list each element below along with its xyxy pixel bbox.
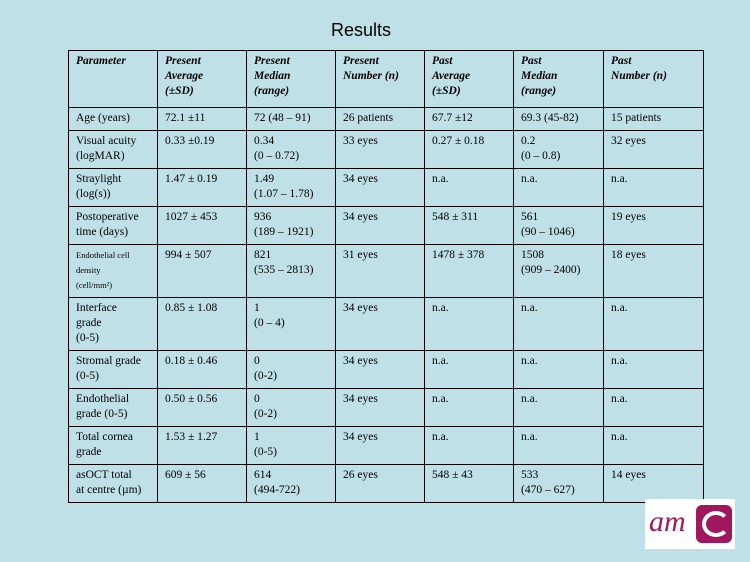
table-cell: 821 (535 – 2813) bbox=[246, 244, 336, 298]
table-cell: Endothelial grade (0-5) bbox=[68, 388, 158, 427]
table-cell: n.a. bbox=[424, 168, 514, 207]
table-cell: 34 eyes bbox=[335, 206, 425, 245]
table-cell: 0 (0-2) bbox=[246, 350, 336, 389]
table-cell: n.a. bbox=[513, 426, 604, 465]
logo-text: am bbox=[649, 505, 686, 538]
table-cell: n.a. bbox=[603, 388, 704, 427]
table-cell: 34 eyes bbox=[335, 297, 425, 351]
table-cell: n.a. bbox=[424, 388, 514, 427]
table-cell: 69.3 (45-82) bbox=[513, 107, 604, 131]
table-cell: 0.18 ± 0.46 bbox=[157, 350, 247, 389]
table-cell: Visual acuity (logMAR) bbox=[68, 130, 158, 169]
table-cell: 0.50 ± 0.56 bbox=[157, 388, 247, 427]
table-cell: n.a. bbox=[513, 297, 604, 351]
table-row: Stromal grade (0-5) 0.18 ± 0.46 0 (0-2) … bbox=[68, 350, 704, 389]
table-cell: 1 (0-5) bbox=[246, 426, 336, 465]
table-cell: 1.53 ± 1.27 bbox=[157, 426, 247, 465]
table-cell: 548 ± 311 bbox=[424, 206, 514, 245]
table-cell: 0.2 (0 – 0.8) bbox=[513, 130, 604, 169]
table-cell: 1.49 (1.07 – 1.78) bbox=[246, 168, 336, 207]
table-row: Endothelial cell density (cell/mm²) 994 … bbox=[68, 244, 704, 298]
table-cell: Stromal grade (0-5) bbox=[68, 350, 158, 389]
table-cell: n.a. bbox=[513, 388, 604, 427]
table-cell: 0.34 (0 – 0.72) bbox=[246, 130, 336, 169]
header-past-median: Past Median (range) bbox=[513, 50, 604, 108]
table-row: Visual acuity (logMAR) 0.33 ±0.19 0.34 (… bbox=[68, 130, 704, 169]
table-cell: 0 (0-2) bbox=[246, 388, 336, 427]
table-cell: Endothelial cell density (cell/mm²) bbox=[68, 244, 158, 298]
amc-logo: am bbox=[645, 499, 735, 549]
table-cell: 26 eyes bbox=[335, 464, 425, 503]
table-cell: 34 eyes bbox=[335, 168, 425, 207]
table-cell: 0.85 ± 1.08 bbox=[157, 297, 247, 351]
table-cell: asOCT total at centre (µm) bbox=[68, 464, 158, 503]
table-cell: 72.1 ±11 bbox=[157, 107, 247, 131]
header-past-average: Past Average (±SD) bbox=[424, 50, 514, 108]
table-cell: 548 ± 43 bbox=[424, 464, 514, 503]
table-cell: 15 patients bbox=[603, 107, 704, 131]
results-table: Parameter Present Average (±SD) Present … bbox=[68, 50, 704, 503]
table-cell: 1027 ± 453 bbox=[157, 206, 247, 245]
table-cell: Postoperative time (days) bbox=[68, 206, 158, 245]
table-cell: 609 ± 56 bbox=[157, 464, 247, 503]
table-cell: 32 eyes bbox=[603, 130, 704, 169]
table-cell: 533 (470 – 627) bbox=[513, 464, 604, 503]
table-cell: 72 (48 – 91) bbox=[246, 107, 336, 131]
table-cell: 31 eyes bbox=[335, 244, 425, 298]
table-cell: 994 ± 507 bbox=[157, 244, 247, 298]
table-cell: n.a. bbox=[603, 168, 704, 207]
table-cell: 26 patients bbox=[335, 107, 425, 131]
header-past-number: Past Number (n) bbox=[603, 50, 704, 108]
table-row: Age (years) 72.1 ±11 72 (48 – 91) 26 pat… bbox=[68, 107, 704, 131]
logo-c-icon bbox=[696, 505, 732, 543]
table-header-row: Parameter Present Average (±SD) Present … bbox=[68, 50, 704, 108]
table-cell: 614 (494-722) bbox=[246, 464, 336, 503]
table-cell: 0.27 ± 0.18 bbox=[424, 130, 514, 169]
table-cell: 14 eyes bbox=[603, 464, 704, 503]
table-cell: 1 (0 – 4) bbox=[246, 297, 336, 351]
table-cell: 1.47 ± 0.19 bbox=[157, 168, 247, 207]
table-cell: Straylight (log(s)) bbox=[68, 168, 158, 207]
table-cell: 67.7 ±12 bbox=[424, 107, 514, 131]
table-cell: 561 (90 – 1046) bbox=[513, 206, 604, 245]
table-cell: n.a. bbox=[603, 297, 704, 351]
table-cell: Interface grade (0-5) bbox=[68, 297, 158, 351]
table-cell: n.a. bbox=[513, 350, 604, 389]
table-row: Postoperative time (days) 1027 ± 453 936… bbox=[68, 206, 704, 245]
table-cell: 18 eyes bbox=[603, 244, 704, 298]
table-cell: 936 (189 – 1921) bbox=[246, 206, 336, 245]
table-cell: 34 eyes bbox=[335, 350, 425, 389]
table-cell: Age (years) bbox=[68, 107, 158, 131]
table-cell: 33 eyes bbox=[335, 130, 425, 169]
table-cell: n.a. bbox=[424, 426, 514, 465]
header-parameter: Parameter bbox=[68, 50, 158, 108]
table-cell: 34 eyes bbox=[335, 388, 425, 427]
table-cell: 19 eyes bbox=[603, 206, 704, 245]
table-row: asOCT total at centre (µm) 609 ± 56 614 … bbox=[68, 464, 704, 503]
table-row: Straylight (log(s)) 1.47 ± 0.19 1.49 (1.… bbox=[68, 168, 704, 207]
table-row: Total cornea grade 1.53 ± 1.27 1 (0-5) 3… bbox=[68, 426, 704, 465]
table-cell: 1508 (909 – 2400) bbox=[513, 244, 604, 298]
table-row: Endothelial grade (0-5) 0.50 ± 0.56 0 (0… bbox=[68, 388, 704, 427]
table-cell: n.a. bbox=[513, 168, 604, 207]
table-cell: n.a. bbox=[603, 426, 704, 465]
header-present-number: Present Number (n) bbox=[335, 50, 425, 108]
table-row: Interface grade (0-5) 0.85 ± 1.08 1 (0 –… bbox=[68, 297, 704, 351]
table-cell: 1478 ± 378 bbox=[424, 244, 514, 298]
table-cell: Total cornea grade bbox=[68, 426, 158, 465]
table-cell: n.a. bbox=[424, 297, 514, 351]
header-present-average: Present Average (±SD) bbox=[157, 50, 247, 108]
table-cell: 34 eyes bbox=[335, 426, 425, 465]
table-cell: n.a. bbox=[424, 350, 514, 389]
table-cell: n.a. bbox=[603, 350, 704, 389]
slide-title: Results bbox=[330, 20, 392, 40]
table-cell: 0.33 ±0.19 bbox=[157, 130, 247, 169]
header-present-median: Present Median (range) bbox=[246, 50, 336, 108]
